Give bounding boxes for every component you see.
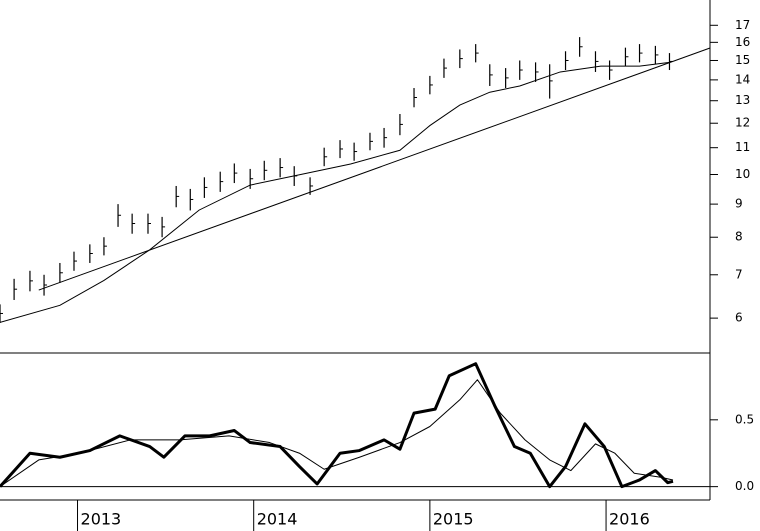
y-tick-label: 0.5 [735,412,754,426]
y-tick-label: 12 [735,116,750,130]
y-tick-label: 16 [735,35,750,49]
y-tick-label: 9 [735,197,743,211]
y-tick-label: 7 [735,267,743,281]
y-tick-label: 13 [735,93,750,107]
indicator-line [0,362,674,489]
y-tick-label: 15 [735,53,750,67]
y-tick-label: 14 [735,72,750,86]
moving-average [0,61,670,323]
y-tick-label: 17 [735,18,750,32]
y-tick-label: 10 [735,167,750,181]
x-tick-label: 2015 [433,510,474,529]
y-tick-label: 11 [735,140,750,154]
x-tick-label: 2016 [609,510,650,529]
x-tick-label: 2013 [81,510,122,529]
x-tick-label: 2014 [257,510,298,529]
y-tick-label: 6 [735,311,743,325]
y-tick-label: 8 [735,230,743,244]
y-tick-label: 0.0 [735,479,754,493]
trend-line [38,47,711,291]
indicator-line [0,379,674,488]
